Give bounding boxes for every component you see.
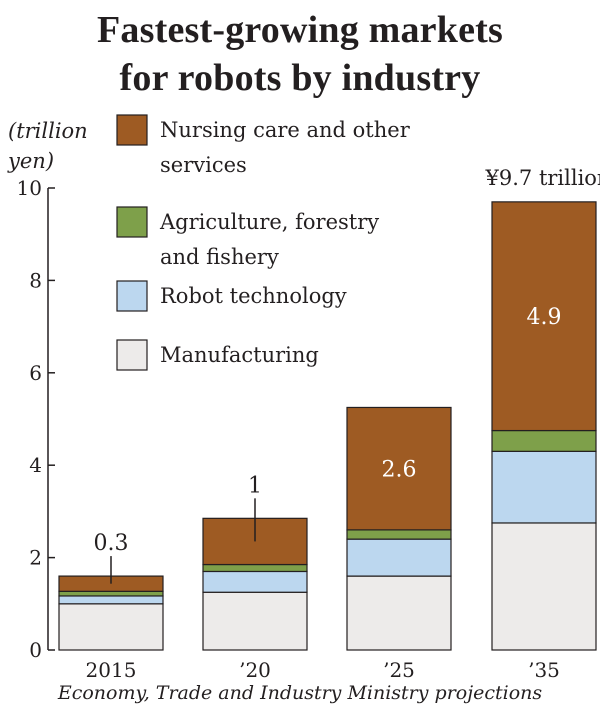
- y-tick-label: 4: [29, 453, 42, 477]
- legend-swatch: [116, 206, 148, 238]
- y-tick-label: 10: [17, 176, 42, 200]
- y-tick-label: 6: [29, 361, 42, 385]
- bar-segment: [346, 529, 452, 540]
- chart-title-line-1: Fastest-growing markets: [97, 9, 503, 51]
- legend-label: services: [160, 153, 247, 177]
- bar-segment: [202, 591, 308, 651]
- legend-swatch: [116, 280, 148, 312]
- x-tick-label: ’20: [239, 658, 271, 682]
- chart-title-line-2: for robots by industry: [119, 57, 481, 99]
- legend-swatch: [116, 339, 148, 371]
- y-tick-label: 8: [29, 268, 42, 292]
- x-tick-label: ’25: [383, 658, 415, 682]
- chart-title: Fastest-growing markets for robots by in…: [0, 6, 600, 102]
- legend-label: Manufacturing: [160, 343, 319, 367]
- y-axis-unit-line-2: yen): [8, 149, 55, 173]
- value-label: 0.3: [94, 531, 129, 556]
- bar-segment: [491, 201, 597, 432]
- x-tick-label: 2015: [86, 658, 137, 682]
- total-value-label: ¥9.7 trillion: [485, 166, 600, 190]
- y-axis-unit-label: (trillion yen): [8, 116, 88, 176]
- x-tick-label: ’35: [528, 658, 560, 682]
- legend-label: Agriculture, forestry: [159, 210, 379, 234]
- value-label: 2.6: [382, 458, 417, 483]
- y-tick-label: 0: [29, 638, 42, 662]
- legend-label: Robot technology: [160, 284, 347, 308]
- value-label: 4.9: [527, 305, 562, 330]
- source-note: Economy, Trade and Industry Ministry pro…: [57, 682, 543, 704]
- bar-segment: [202, 570, 308, 593]
- bar-segment: [491, 450, 597, 524]
- bar-segment: [202, 563, 308, 573]
- bar-segment: [58, 595, 164, 605]
- bar-segment: [491, 429, 597, 452]
- legend-swatch: [116, 114, 148, 146]
- y-tick-label: 2: [29, 546, 42, 570]
- legend-label: and fishery: [160, 245, 279, 269]
- bar-segment: [346, 575, 452, 651]
- bar-segment: [346, 538, 452, 577]
- value-label: 1: [248, 473, 262, 498]
- bar-segment: [58, 603, 164, 651]
- y-axis-unit-line-1: (trillion: [8, 119, 88, 143]
- bar-segment: [346, 406, 452, 531]
- bar-segment: [491, 522, 597, 651]
- bar-segment: [58, 590, 164, 597]
- legend-label: Nursing care and other: [160, 118, 411, 142]
